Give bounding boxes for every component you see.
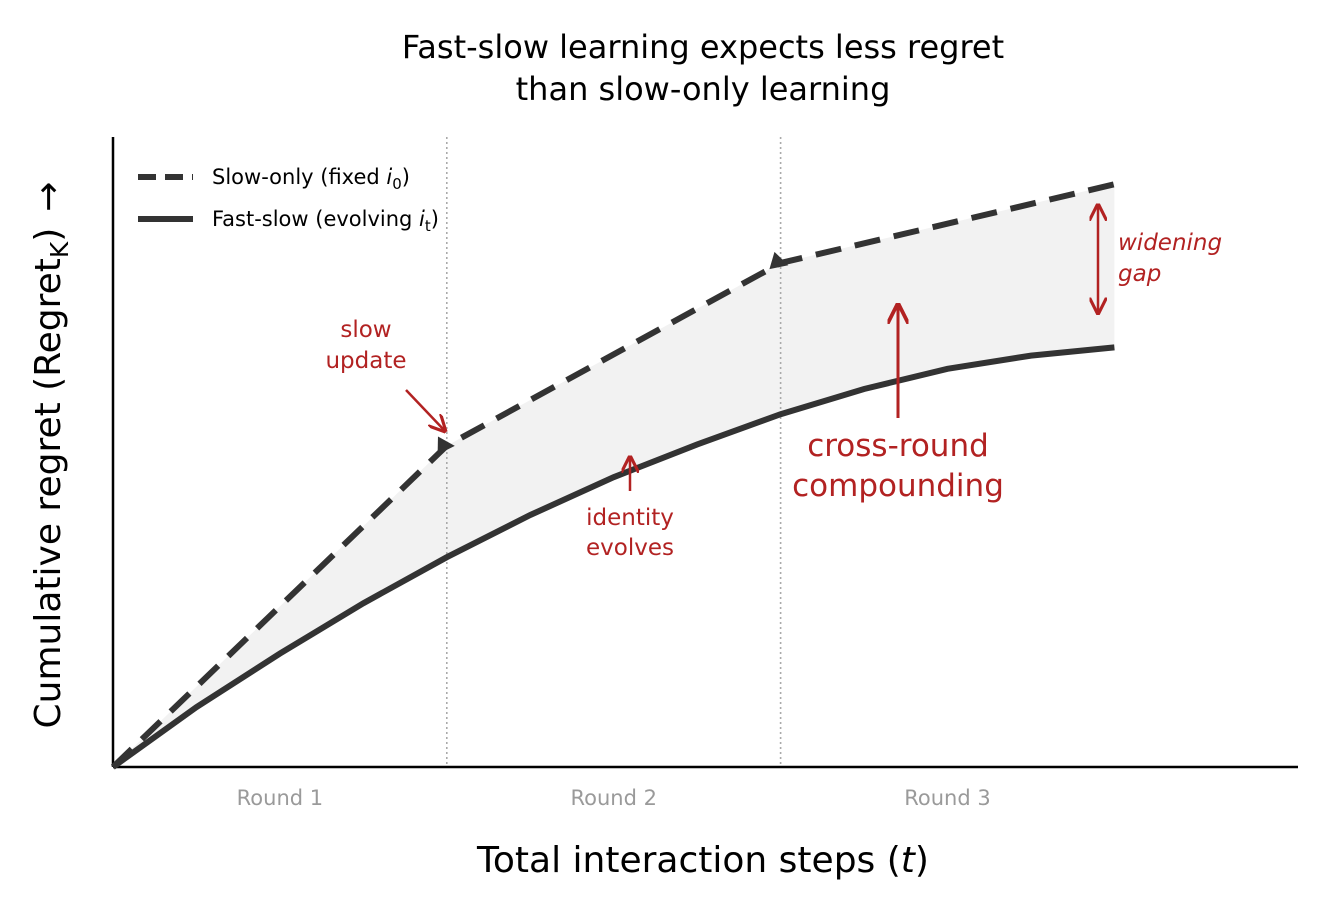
legend: Slow-only (fixed i0) Fast-slow (evolving… (138, 165, 439, 235)
annotation-cross-round-line-2: compounding (792, 468, 1004, 504)
annotation-widening-gap-line-2: gap (1118, 261, 1161, 287)
round-dividers (446, 137, 782, 767)
slow-update-marker-2 (769, 251, 789, 270)
annotation-slow-update-line-1: slow (340, 317, 391, 343)
x-axis-label: Total interaction steps (t) (476, 840, 929, 881)
annotation-slow-update-line-2: update (325, 348, 406, 374)
series-fast-slow-line (111, 344, 1115, 770)
chart-title-line-2: than slow-only learning (516, 70, 891, 108)
round-label-1: Round 1 (237, 786, 323, 810)
legend-entry-slow-only: Slow-only (fixed i0) (212, 165, 410, 193)
round-labels: Round 1 Round 2 Round 3 (237, 786, 991, 810)
series-slow-only-line (110, 181, 1116, 770)
annotation-widening-gap: widening gap (1098, 205, 1222, 313)
slow-update-marker-1 (437, 436, 455, 455)
round-label-2: Round 2 (570, 786, 656, 810)
annotation-slow-update: slow update (325, 317, 445, 431)
annotation-cross-round-line-1: cross-round (807, 428, 989, 464)
slow-update-markers (437, 251, 789, 455)
chart-title-line-1: Fast-slow learning expects less regret (402, 28, 1004, 66)
annotation-identity-line-2: evolves (586, 535, 674, 561)
annotation-cross-round: cross-round compounding (792, 305, 1004, 504)
annotation-identity-evolves: identity evolves (586, 457, 674, 561)
annotation-widening-gap-line-1: widening (1118, 230, 1222, 256)
y-axis-label: Cumulative regret (RegretK)→ (28, 182, 74, 729)
round-label-3: Round 3 (904, 786, 990, 810)
legend-entry-fast-slow: Fast-slow (evolving it) (212, 207, 439, 235)
annotation-identity-line-1: identity (586, 505, 674, 531)
annotation-slow-update-arrow (405, 389, 445, 431)
